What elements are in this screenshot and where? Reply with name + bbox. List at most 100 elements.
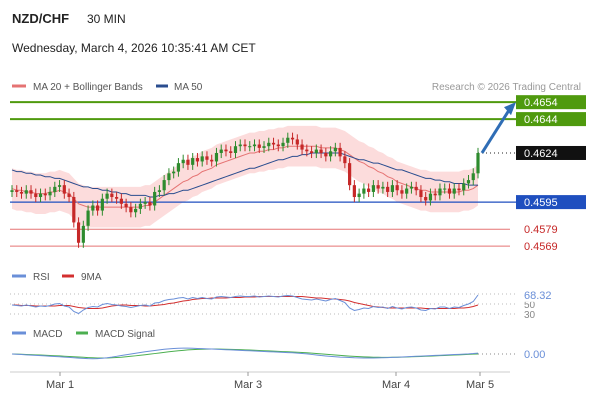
- current-price-label: 0.4624: [524, 148, 558, 160]
- candle-body: [419, 190, 423, 198]
- candle-body: [362, 188, 366, 194]
- ma20-line: [11, 145, 479, 208]
- forecast-arrow: [480, 102, 516, 154]
- candle-body: [91, 205, 95, 211]
- candle-body: [172, 171, 176, 174]
- candle-body: [200, 156, 204, 162]
- rsi-ma-legend-label: 9MA: [81, 272, 102, 283]
- candle-body: [186, 159, 190, 165]
- datetime-label: Wednesday, March 4, 2026 10:35:41 AM CET: [12, 41, 256, 55]
- candle-body: [224, 149, 228, 152]
- candle-body: [324, 152, 328, 157]
- candle-body: [15, 190, 19, 192]
- candle-body: [176, 163, 181, 172]
- candle-body: [381, 186, 385, 189]
- ma50-legend-label: MA 50: [174, 82, 203, 93]
- candle-body: [153, 191, 157, 206]
- candle-body: [134, 208, 138, 213]
- candle-body: [333, 147, 337, 152]
- candle-body: [214, 152, 219, 162]
- candle-body: [466, 180, 471, 184]
- candle-body: [443, 188, 447, 190]
- candle-body: [238, 144, 242, 147]
- forecast-arrow-head: [504, 102, 516, 116]
- ma50-line: [11, 152, 478, 198]
- candle-body: [67, 193, 71, 198]
- candle-body: [267, 142, 271, 147]
- candle-body: [409, 186, 414, 189]
- level-label-0.4644: 0.4644: [524, 114, 558, 126]
- rsi-tick-50: 50: [524, 300, 536, 311]
- candle-body: [348, 163, 352, 186]
- candle-body: [376, 185, 380, 189]
- candle-body: [367, 188, 371, 192]
- candle-body: [262, 146, 266, 148]
- level-box-0.4644: [516, 112, 586, 127]
- candle-body: [447, 188, 452, 194]
- candle-body: [48, 191, 52, 196]
- candle-body: [233, 146, 238, 153]
- candle-body: [271, 142, 276, 145]
- candle-body: [105, 193, 109, 199]
- candle-body: [471, 173, 475, 181]
- forecast-arrow-shaft: [480, 109, 511, 154]
- candle-body: [181, 159, 185, 164]
- candle-body: [205, 156, 209, 160]
- candle-body: [10, 190, 14, 192]
- candle-body: [290, 137, 295, 140]
- candle-body: [300, 144, 304, 150]
- candle-body: [119, 198, 123, 204]
- rsi-line: [11, 294, 479, 315]
- candle-body: [338, 147, 342, 157]
- macd-line: [11, 347, 479, 360]
- candle-body: [138, 203, 142, 209]
- macd-signal-legend-label: MACD Signal: [95, 329, 155, 340]
- candle-body: [248, 146, 252, 148]
- x-axis: Mar 1 Mar 3 Mar 4 Mar 5: [46, 372, 494, 391]
- candle-body: [438, 188, 442, 196]
- candle-body: [62, 185, 66, 194]
- level-label-0.4654: 0.4654: [524, 97, 558, 109]
- candle-body: [110, 193, 114, 198]
- candle-body: [162, 180, 166, 191]
- macd-current-value: 0.00: [524, 349, 545, 361]
- level-label-0.4595: 0.4595: [524, 197, 558, 209]
- candle-body: [357, 193, 361, 198]
- level-box-0.4595: [516, 195, 586, 210]
- candle-body: [305, 149, 309, 152]
- level-label-0.4569: 0.4569: [524, 241, 558, 253]
- candle-body: [319, 149, 323, 153]
- candle-body: [452, 188, 456, 194]
- candle-body: [29, 190, 33, 194]
- candle-body: [295, 139, 299, 145]
- level-box-0.4654: [516, 95, 586, 110]
- candle-body: [72, 197, 76, 223]
- moving-averages: [11, 145, 479, 208]
- candle-body: [53, 186, 57, 192]
- candle-body: [129, 207, 133, 213]
- candle-body: [476, 152, 480, 174]
- candle-body: [371, 185, 375, 192]
- candle-body: [252, 144, 257, 147]
- candle-body: [191, 158, 195, 165]
- candle-body: [167, 173, 171, 181]
- candle-body: [428, 193, 433, 201]
- candle-body: [157, 190, 162, 192]
- x-tick-label: Mar 3: [234, 379, 262, 391]
- candle-body: [24, 190, 28, 194]
- candle-body: [219, 149, 223, 153]
- candle-body: [462, 183, 466, 191]
- candle-body: [143, 202, 147, 204]
- candle-body: [124, 203, 128, 208]
- candle-body: [352, 185, 356, 198]
- candle-body: [276, 144, 280, 147]
- candle-body: [148, 202, 152, 206]
- x-tick-label: Mar 1: [46, 379, 74, 391]
- candle-body: [19, 191, 24, 194]
- rsi-legend-label: RSI: [33, 272, 50, 283]
- candle-body: [243, 144, 247, 147]
- candle-body: [76, 222, 81, 243]
- candle-body: [281, 142, 285, 147]
- candle-body: [100, 198, 104, 211]
